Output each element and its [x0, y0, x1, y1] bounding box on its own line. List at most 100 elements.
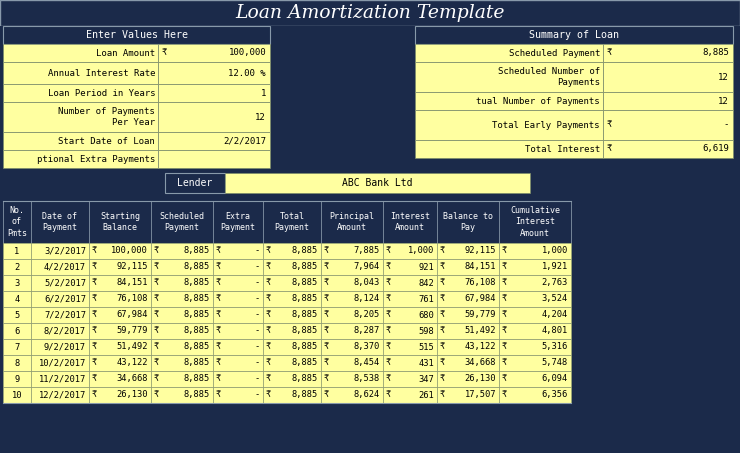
Bar — [158, 44, 270, 62]
Text: 8,885: 8,885 — [292, 327, 318, 336]
Text: 8,205: 8,205 — [354, 310, 380, 319]
Text: ₹: ₹ — [216, 390, 221, 400]
Bar — [0, 26, 740, 197]
Text: 100,000: 100,000 — [229, 48, 266, 58]
Bar — [151, 259, 213, 275]
Bar — [415, 140, 603, 158]
Text: ₹: ₹ — [154, 390, 159, 400]
Text: 76,108: 76,108 — [465, 279, 496, 288]
Text: 67,984: 67,984 — [116, 310, 148, 319]
Bar — [31, 339, 89, 355]
Text: 8,885: 8,885 — [184, 358, 210, 367]
Text: 59,779: 59,779 — [465, 310, 496, 319]
Text: 12: 12 — [719, 72, 729, 82]
Bar — [89, 355, 151, 371]
Text: 8,885: 8,885 — [184, 342, 210, 352]
Text: Scheduled
Payment: Scheduled Payment — [160, 212, 204, 232]
Text: 9: 9 — [14, 375, 20, 384]
Bar — [213, 371, 263, 387]
Text: ₹: ₹ — [266, 342, 272, 352]
Text: 1: 1 — [260, 88, 266, 97]
Text: ₹: ₹ — [324, 246, 329, 255]
Text: ₹: ₹ — [440, 294, 445, 304]
Bar — [437, 275, 499, 291]
Bar — [263, 201, 321, 243]
Bar — [3, 371, 571, 387]
Bar — [603, 110, 733, 140]
Bar — [383, 371, 437, 387]
Text: 43,122: 43,122 — [116, 358, 148, 367]
Bar — [3, 243, 571, 259]
Text: 6,619: 6,619 — [702, 145, 729, 154]
Bar — [321, 339, 383, 355]
Text: -: - — [255, 327, 260, 336]
Text: Loan Period in Years: Loan Period in Years — [47, 88, 155, 97]
Text: ₹: ₹ — [440, 327, 445, 336]
Bar — [437, 259, 499, 275]
Text: 3: 3 — [14, 279, 20, 288]
Text: Scheduled Number of
Payments: Scheduled Number of Payments — [498, 67, 600, 87]
Text: -: - — [255, 294, 260, 304]
Bar — [383, 291, 437, 307]
Text: 8,885: 8,885 — [184, 310, 210, 319]
Text: ₹: ₹ — [154, 262, 159, 271]
Bar — [213, 275, 263, 291]
Text: Loan Amount: Loan Amount — [96, 48, 155, 58]
Bar — [603, 140, 733, 158]
Text: ₹: ₹ — [154, 327, 159, 336]
Text: ₹: ₹ — [92, 310, 97, 319]
Text: ₹: ₹ — [502, 358, 507, 367]
Text: ₹: ₹ — [92, 262, 97, 271]
Bar — [89, 243, 151, 259]
Text: ₹: ₹ — [502, 342, 507, 352]
Text: 8,885: 8,885 — [292, 294, 318, 304]
Text: ₹: ₹ — [386, 358, 391, 367]
Text: ₹: ₹ — [162, 48, 167, 58]
Text: -: - — [255, 375, 260, 384]
Text: ₹: ₹ — [324, 390, 329, 400]
Text: ₹: ₹ — [266, 375, 272, 384]
Bar — [31, 323, 89, 339]
Text: 1: 1 — [14, 246, 20, 255]
Text: 8,885: 8,885 — [292, 310, 318, 319]
Text: Extra
Payment: Extra Payment — [221, 212, 255, 232]
Bar — [263, 259, 321, 275]
Text: 8,538: 8,538 — [354, 375, 380, 384]
Text: 4: 4 — [14, 294, 20, 304]
Bar — [3, 339, 571, 355]
Bar — [321, 371, 383, 387]
Bar — [437, 291, 499, 307]
Text: ₹: ₹ — [92, 294, 97, 304]
Bar — [89, 259, 151, 275]
Bar — [321, 323, 383, 339]
Bar — [213, 201, 263, 243]
Bar — [3, 307, 571, 323]
Text: ₹: ₹ — [266, 246, 272, 255]
Bar — [3, 339, 31, 355]
Bar — [3, 371, 31, 387]
Text: 43,122: 43,122 — [465, 342, 496, 352]
Text: ₹: ₹ — [216, 279, 221, 288]
Bar — [603, 62, 733, 92]
Text: 8,885: 8,885 — [184, 390, 210, 400]
Text: 10/2/2017: 10/2/2017 — [38, 358, 86, 367]
Bar — [263, 307, 321, 323]
Text: 431: 431 — [418, 358, 434, 367]
Bar — [437, 243, 499, 259]
Bar — [3, 44, 158, 62]
Text: 84,151: 84,151 — [465, 262, 496, 271]
Bar — [158, 84, 270, 102]
Bar — [31, 307, 89, 323]
Text: 26,130: 26,130 — [116, 390, 148, 400]
Bar — [321, 387, 383, 403]
Bar — [89, 307, 151, 323]
Bar — [437, 307, 499, 323]
Text: ₹: ₹ — [154, 358, 159, 367]
Text: ₹: ₹ — [324, 342, 329, 352]
Bar — [151, 291, 213, 307]
Text: ₹: ₹ — [386, 327, 391, 336]
Bar — [603, 44, 733, 62]
Bar — [3, 259, 571, 275]
Bar — [89, 371, 151, 387]
Text: tual Number of Payments: tual Number of Payments — [477, 96, 600, 106]
